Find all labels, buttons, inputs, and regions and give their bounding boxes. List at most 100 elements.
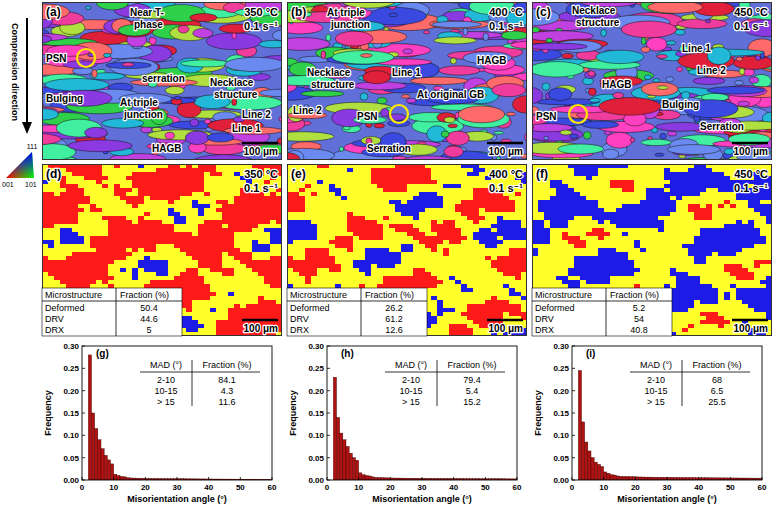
phase-cell [78,256,84,260]
phase-cell [198,276,204,280]
phase-cell [234,324,240,328]
phase-cell [96,168,102,172]
phase-cell [126,216,132,220]
phase-cell [150,228,156,232]
phase-cell [264,256,270,260]
grain [381,109,389,117]
phase-cell [72,208,78,212]
phase-cell [54,192,60,196]
phase-cell [156,188,162,192]
grain [181,60,231,67]
phase-cell [180,172,186,176]
grain [630,138,634,142]
phase-cell [78,268,84,272]
grain [606,132,633,148]
phase-cell [216,256,222,260]
strain-rate: 0.1 s⁻¹ [734,20,768,32]
phase-cell [204,176,210,180]
phase-cell [54,224,60,228]
phase-cell [162,236,168,240]
phase-cell [48,216,54,220]
phase-cell [126,236,132,240]
phase-cell [270,252,276,256]
phase-cell [240,212,246,216]
phase-cell [132,184,138,188]
phase-cell [240,196,246,200]
phase-cell [252,208,258,212]
phase-cell [162,196,168,200]
phase-cell [72,180,78,184]
phase-cell [264,268,270,272]
phase-cell [150,188,156,192]
grain [588,71,595,77]
temperature: 350 °C [244,6,278,18]
phase-cell [72,284,78,288]
phase-cell [222,168,228,172]
phase-cell [180,236,186,240]
phase-cell [144,188,150,192]
phase-cell [60,208,66,212]
phase-cell [168,232,174,236]
phase-cell [162,224,168,228]
phase-cell [192,296,198,300]
phase-cell [120,232,126,236]
annotation: At original GB [417,89,484,100]
phase-cell [204,264,210,268]
phase-cell [138,244,144,248]
phase-cell [210,220,216,224]
grain [411,77,468,84]
phase-cell [126,196,132,200]
phase-cell [108,244,114,248]
phase-cell [132,232,138,236]
grain [725,149,734,155]
phase-cell [66,212,72,216]
phase-cell [228,320,234,324]
phase-cell [258,304,264,308]
phase-cell [198,300,204,304]
phase-cell [210,260,216,264]
phase-cell [240,280,246,284]
annotation: Bulging [46,93,83,104]
phase-cell [48,264,54,268]
phase-cell [84,268,90,272]
phase-cell [138,196,144,200]
panel-letter: (c) [536,5,551,19]
phase-cell [222,224,228,228]
phase-cell [216,268,222,272]
grain [660,133,666,139]
phase-cell [114,276,120,280]
grain [677,67,683,72]
phase-cell [60,220,66,224]
phase-cell [186,232,192,236]
grain [735,81,744,85]
phase-cell [96,176,102,180]
phase-cell [102,240,108,244]
phase-cell [168,188,174,192]
phase-cell [72,176,78,180]
phase-cell [150,176,156,180]
phase-cell [252,304,258,308]
grain [501,31,529,40]
grain [681,92,689,99]
phase-cell [60,184,66,188]
phase-cell [192,260,198,264]
phase-cell [264,280,270,284]
grain [85,127,108,138]
phase-cell [138,216,144,220]
phase-cell [222,260,228,264]
phase-cell [78,192,84,196]
phase-cell [222,248,228,252]
phase-cell [96,284,102,288]
grain [463,28,468,35]
phase-cell [84,264,90,268]
phase-cell [102,248,108,252]
phase-cell [234,200,240,204]
phase-cell [264,272,270,276]
phase-cell [198,288,204,292]
phase-cell [66,196,72,200]
phase-cell [144,280,150,284]
phase-cell [126,244,132,248]
phase-cell [162,276,168,280]
phase-cell [186,192,192,196]
scale-label: 100 μm [489,146,524,157]
